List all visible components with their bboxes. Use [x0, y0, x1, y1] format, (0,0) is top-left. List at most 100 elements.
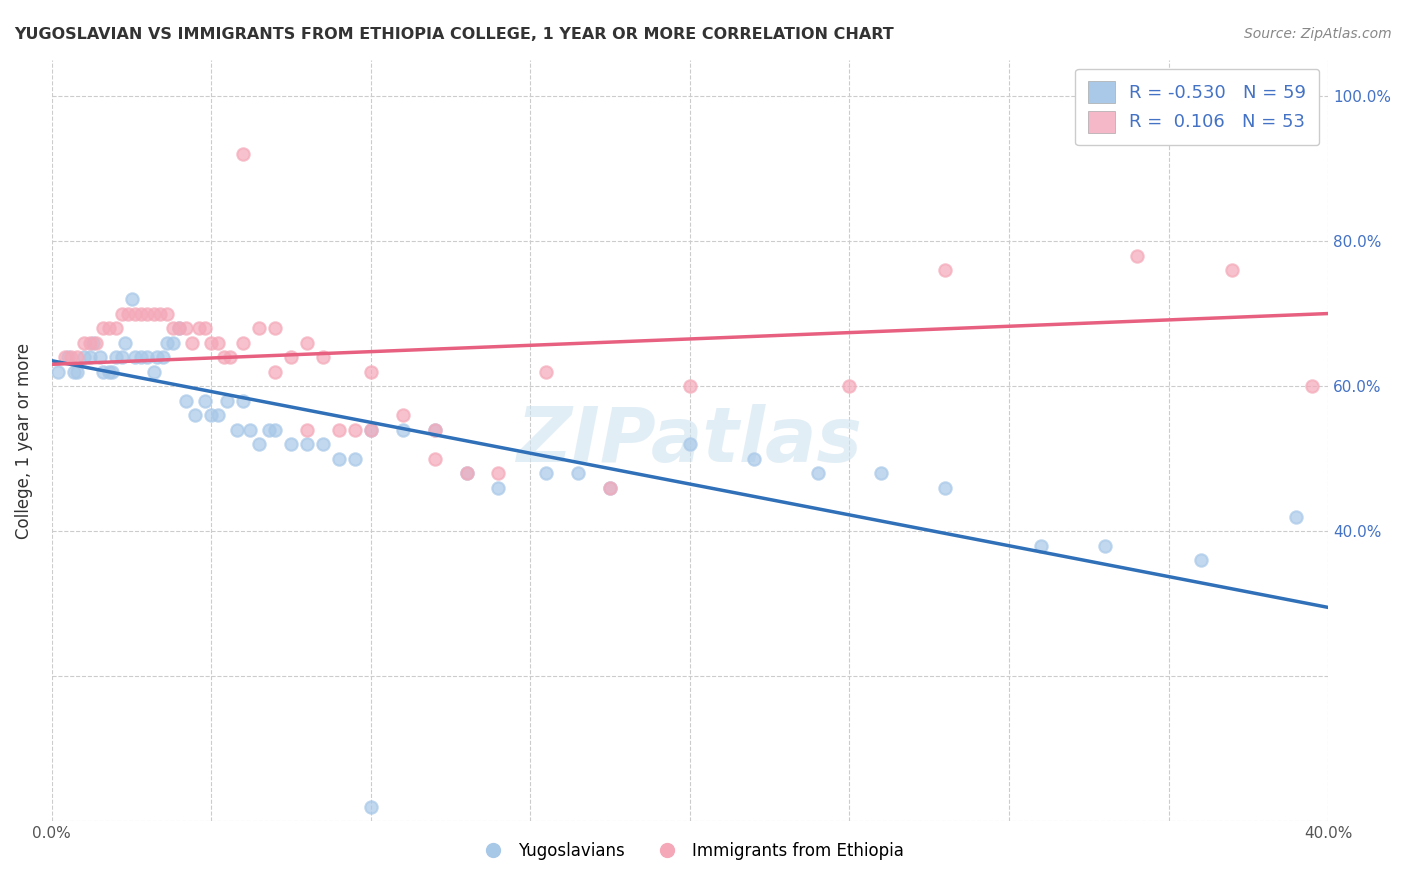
Point: [679, 379, 702, 393]
Point: [264, 423, 287, 437]
Point: [423, 423, 446, 437]
Point: [98, 321, 121, 335]
Point: [104, 350, 127, 364]
Point: [73, 335, 96, 350]
Point: [91, 321, 114, 335]
Legend: R = -0.530   N = 59, R =  0.106   N = 53: R = -0.530 N = 59, R = 0.106 N = 53: [1076, 69, 1319, 145]
Point: [82, 335, 104, 350]
Point: [124, 350, 146, 364]
Point: [488, 481, 510, 495]
Point: [679, 437, 702, 451]
Point: [488, 466, 510, 480]
Point: [312, 350, 335, 364]
Point: [53, 350, 76, 364]
Point: [536, 466, 558, 480]
Point: [1029, 539, 1052, 553]
Point: [295, 437, 318, 451]
Point: [456, 466, 478, 480]
Point: [124, 307, 146, 321]
Point: [66, 350, 89, 364]
Text: ZIPatlas: ZIPatlas: [517, 403, 863, 477]
Point: [295, 335, 318, 350]
Y-axis label: College, 1 year or more: College, 1 year or more: [15, 343, 32, 539]
Point: [838, 379, 860, 393]
Point: [194, 393, 217, 408]
Point: [264, 365, 287, 379]
Point: [200, 408, 222, 422]
Point: [63, 365, 86, 379]
Point: [101, 365, 124, 379]
Point: [225, 423, 247, 437]
Point: [742, 451, 765, 466]
Point: [934, 481, 956, 495]
Point: [194, 321, 217, 335]
Point: [239, 423, 262, 437]
Point: [129, 350, 152, 364]
Point: [934, 263, 956, 277]
Point: [599, 481, 621, 495]
Text: YUGOSLAVIAN VS IMMIGRANTS FROM ETHIOPIA COLLEGE, 1 YEAR OR MORE CORRELATION CHAR: YUGOSLAVIAN VS IMMIGRANTS FROM ETHIOPIA …: [14, 27, 894, 42]
Point: [46, 365, 69, 379]
Point: [536, 365, 558, 379]
Point: [328, 451, 350, 466]
Point: [79, 350, 101, 364]
Point: [169, 321, 191, 335]
Point: [187, 321, 209, 335]
Point: [152, 350, 174, 364]
Point: [312, 437, 335, 451]
Point: [181, 335, 204, 350]
Point: [104, 321, 127, 335]
Point: [217, 393, 239, 408]
Point: [232, 335, 254, 350]
Point: [1222, 263, 1244, 277]
Text: Source: ZipAtlas.com: Source: ZipAtlas.com: [1244, 27, 1392, 41]
Point: [806, 466, 828, 480]
Point: [391, 423, 413, 437]
Point: [1125, 248, 1147, 262]
Point: [91, 365, 114, 379]
Point: [156, 335, 179, 350]
Point: [89, 350, 111, 364]
Point: [1285, 509, 1308, 524]
Point: [200, 335, 222, 350]
Point: [1094, 539, 1116, 553]
Point: [136, 350, 159, 364]
Point: [567, 466, 589, 480]
Point: [156, 307, 179, 321]
Point: [169, 321, 191, 335]
Point: [121, 292, 143, 306]
Point: [146, 350, 169, 364]
Point: [247, 321, 270, 335]
Point: [111, 307, 134, 321]
Point: [174, 321, 197, 335]
Point: [174, 393, 197, 408]
Point: [114, 335, 136, 350]
Point: [280, 350, 302, 364]
Point: [870, 466, 893, 480]
Point: [162, 335, 184, 350]
Point: [280, 437, 302, 451]
Point: [1189, 553, 1212, 567]
Point: [232, 147, 254, 161]
Point: [56, 350, 79, 364]
Point: [423, 451, 446, 466]
Point: [1301, 379, 1323, 393]
Point: [456, 466, 478, 480]
Point: [343, 423, 366, 437]
Point: [149, 307, 172, 321]
Point: [129, 307, 152, 321]
Point: [257, 423, 280, 437]
Point: [86, 335, 108, 350]
Point: [66, 365, 89, 379]
Point: [264, 321, 287, 335]
Point: [599, 481, 621, 495]
Point: [295, 423, 318, 437]
Point: [207, 335, 229, 350]
Point: [59, 350, 82, 364]
Point: [136, 307, 159, 321]
Point: [391, 408, 413, 422]
Point: [212, 350, 235, 364]
Point: [162, 321, 184, 335]
Point: [328, 423, 350, 437]
Point: [79, 335, 101, 350]
